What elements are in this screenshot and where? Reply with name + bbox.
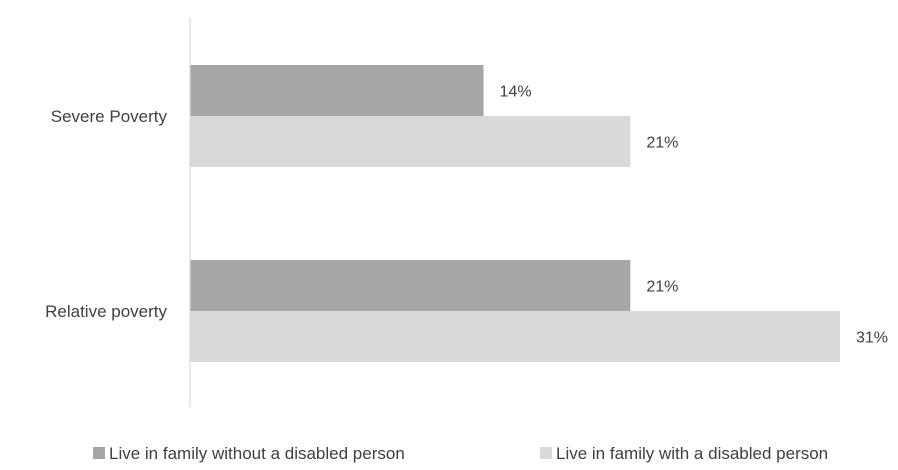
data-label: 14%	[500, 84, 532, 101]
legend-label: Live in family without a disabled person	[109, 444, 405, 463]
data-label: 31%	[856, 330, 888, 347]
labels-group: Severe Poverty 14% 21% Relative poverty 21% 3…	[45, 84, 888, 347]
bars-group	[190, 65, 840, 362]
bar	[190, 116, 631, 167]
legend: Live in family without a disabled person…	[93, 444, 828, 463]
legend-swatch	[540, 447, 552, 459]
bar	[190, 260, 631, 311]
data-label: 21%	[646, 135, 678, 152]
category-label: Relative poverty	[45, 302, 167, 321]
bar	[190, 311, 840, 362]
legend-swatch	[93, 447, 105, 459]
category-label: Severe Poverty	[51, 107, 168, 126]
bar	[190, 65, 484, 116]
legend-label: Live in family with a disabled person	[556, 444, 828, 463]
data-label: 21%	[646, 279, 678, 296]
